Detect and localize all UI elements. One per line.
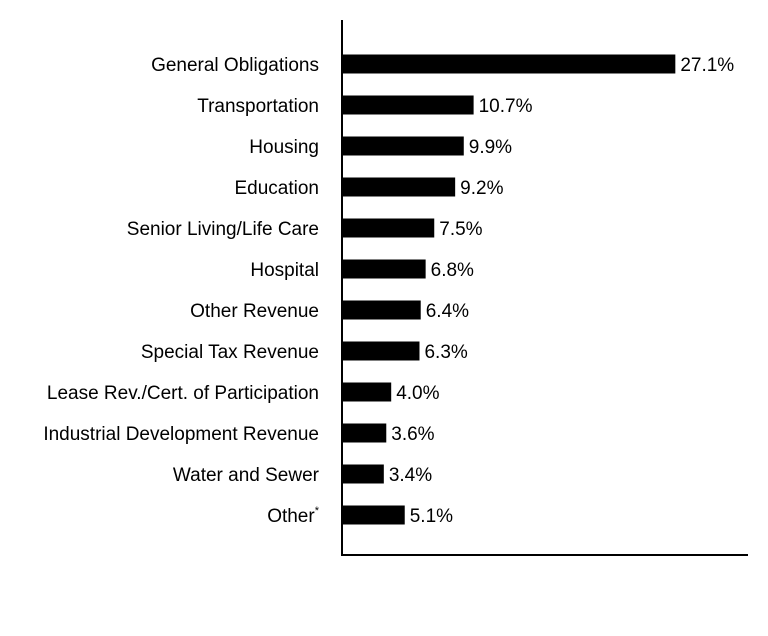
bar-3 [342,177,456,197]
value-label-6: 6.4% [426,301,469,322]
value-label-5: 6.8% [431,260,474,281]
category-label-10: Water and Sewer [173,465,320,486]
category-label-8: Lease Rev./Cert. of Participation [47,383,319,404]
bar-4 [342,218,435,238]
category-label-0: General Obligations [151,55,319,76]
category-label-4: Senior Living/Life Care [127,219,319,240]
value-label-7: 6.3% [424,342,467,363]
value-label-10: 3.4% [389,465,432,486]
category-label-3: Education [234,178,319,199]
value-label-11: 5.1% [410,506,453,527]
bar-8 [342,382,392,402]
category-label-5: Hospital [250,260,319,281]
value-label-2: 9.9% [469,137,512,158]
category-label-6: Other Revenue [190,301,319,322]
category-label-7: Special Tax Revenue [141,342,319,363]
bar-10 [342,464,384,484]
category-label-1: Transportation [197,96,319,117]
bar-2 [342,136,464,156]
bar-5 [342,259,426,279]
bar-9 [342,423,387,443]
bar-11 [342,505,405,525]
value-label-9: 3.6% [391,424,434,445]
category-label-11: Other* [267,505,320,527]
category-label-2: Housing [249,137,319,158]
bar-0 [342,54,676,74]
value-label-1: 10.7% [479,96,533,117]
bar-7 [342,341,420,361]
labels-layer: General Obligations 27.1% Transportation 10… [43,55,734,527]
category-label-9: Industrial Development Revenue [43,424,319,445]
footnote-marker: * [315,505,320,517]
value-label-4: 7.5% [439,219,482,240]
value-label-0: 27.1% [680,55,734,76]
value-label-8: 4.0% [396,383,439,404]
value-label-3: 9.2% [460,178,503,199]
bars-layer [342,54,676,525]
bar-6 [342,300,421,320]
bar-1 [342,95,474,115]
